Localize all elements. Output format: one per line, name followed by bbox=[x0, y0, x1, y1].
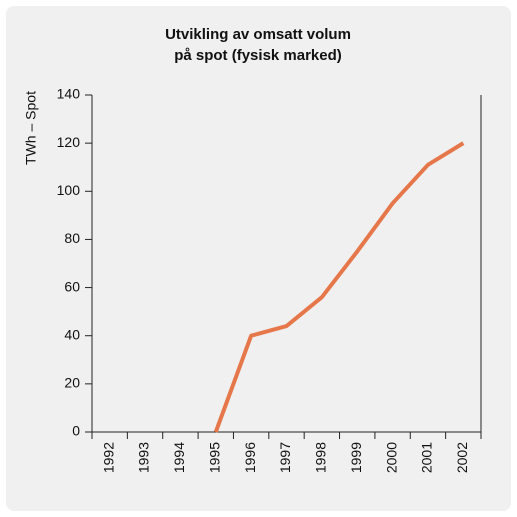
background bbox=[6, 6, 511, 511]
x-tick-label: 1999 bbox=[348, 442, 364, 473]
y-tick-label: 120 bbox=[57, 134, 81, 150]
x-tick-label: 1993 bbox=[136, 442, 152, 473]
x-tick-label: 1995 bbox=[206, 442, 222, 473]
y-tick-label: 20 bbox=[64, 375, 80, 391]
y-tick-label: 0 bbox=[72, 423, 80, 439]
y-axis-label: TWh – Spot bbox=[23, 91, 39, 165]
y-tick-label: 100 bbox=[57, 182, 81, 198]
chart-title: Utvikling av omsatt volum bbox=[165, 26, 351, 43]
data-line bbox=[213, 141, 465, 433]
x-tick-label: 2002 bbox=[454, 442, 470, 473]
x-tick-label: 1996 bbox=[242, 442, 258, 473]
x-tick-label: 1997 bbox=[277, 442, 293, 473]
y-tick-label: 40 bbox=[64, 326, 80, 342]
y-tick-label: 140 bbox=[57, 86, 81, 102]
x-tick-label: 1992 bbox=[100, 442, 116, 473]
y-tick-label: 80 bbox=[64, 230, 80, 246]
x-tick-label: 1998 bbox=[313, 442, 329, 473]
chart-title: på spot (fysisk marked) bbox=[174, 47, 342, 64]
x-tick-label: 2000 bbox=[383, 442, 399, 473]
x-tick-label: 2001 bbox=[419, 442, 435, 473]
y-tick-label: 60 bbox=[64, 278, 80, 294]
x-tick-label: 1994 bbox=[171, 442, 187, 473]
